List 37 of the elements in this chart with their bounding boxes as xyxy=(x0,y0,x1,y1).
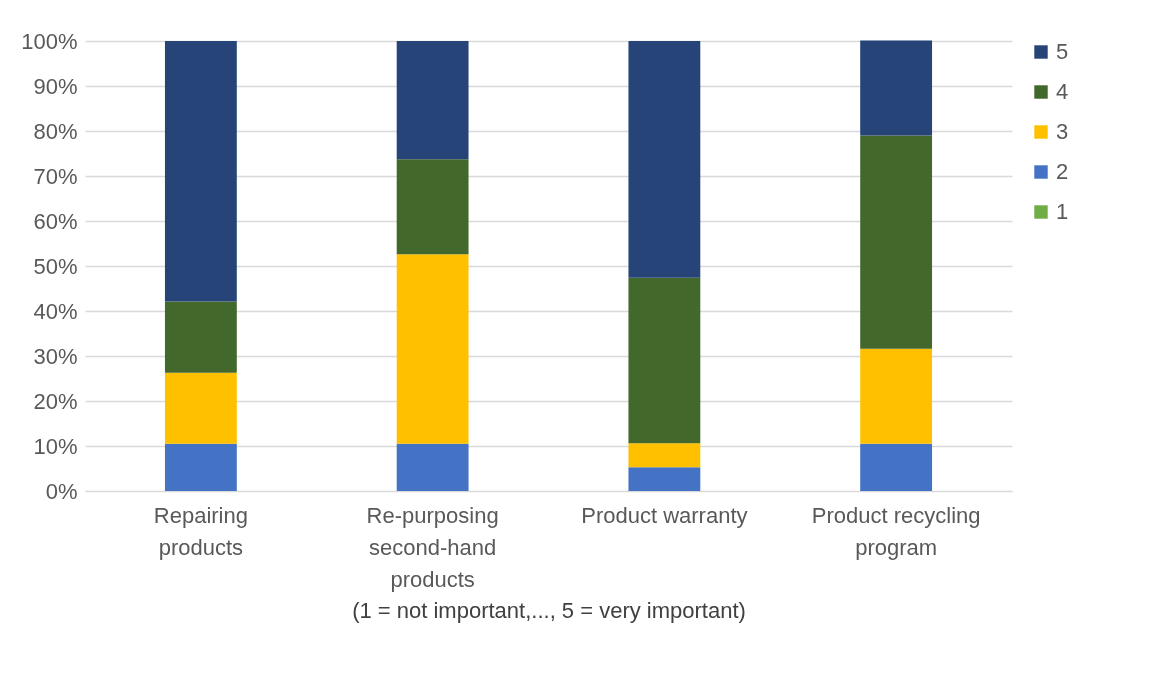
bar xyxy=(164,443,237,491)
bar xyxy=(860,135,933,349)
x-axis-title: (1 = not important,..., 5 = very important) xyxy=(352,597,746,623)
bar xyxy=(396,41,469,160)
legend-label: 2 xyxy=(1056,159,1069,184)
bar xyxy=(628,467,701,491)
y-tick-label: 100% xyxy=(21,28,78,54)
y-tick-label: 50% xyxy=(33,253,78,279)
bar xyxy=(396,254,469,444)
legend-label: 3 xyxy=(1056,119,1069,144)
bar xyxy=(628,443,701,468)
bar xyxy=(860,443,933,491)
bar xyxy=(628,41,701,278)
bar xyxy=(396,443,469,491)
bar xyxy=(860,40,933,136)
x-tick-label: Re-purposing second-hand products xyxy=(366,502,499,592)
y-tick-label: 20% xyxy=(33,388,78,414)
legend-label: 1 xyxy=(1056,199,1069,224)
y-tick-label: 40% xyxy=(33,298,78,324)
bar xyxy=(396,159,469,255)
x-tick-label: Product warranty xyxy=(581,502,748,528)
legend-label: 5 xyxy=(1056,39,1069,64)
legend-label: 4 xyxy=(1056,79,1069,104)
bar xyxy=(164,372,237,444)
y-tick-label: 80% xyxy=(33,118,78,144)
bar xyxy=(628,277,701,444)
y-tick-label: 30% xyxy=(33,343,78,369)
bar xyxy=(860,348,933,444)
y-tick-label: 90% xyxy=(33,73,78,99)
y-tick-label: 10% xyxy=(33,433,78,459)
x-tick-label: Repairing products xyxy=(153,502,248,560)
y-tick-label: 60% xyxy=(33,208,78,234)
y-tick-label: 0% xyxy=(45,478,78,504)
y-tick-label: 70% xyxy=(33,163,78,189)
bar xyxy=(164,301,237,373)
x-tick-label: Product recycling program xyxy=(811,502,981,560)
bar xyxy=(164,41,237,302)
